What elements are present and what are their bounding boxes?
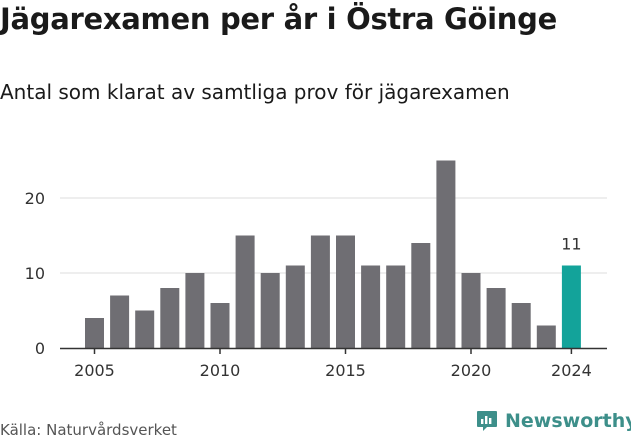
bar-2007 xyxy=(135,310,155,348)
brand-name: Newsworthy xyxy=(505,410,631,432)
bar-2022 xyxy=(511,303,531,348)
x-tick-label: 2010 xyxy=(200,361,241,380)
bar-chart: 0 10 20 11 2005 2010 2015 2020 2024 xyxy=(25,160,607,380)
y-tick-label: 0 xyxy=(35,339,45,358)
bar-2017 xyxy=(386,265,406,348)
bar-2015 xyxy=(336,235,355,348)
bar-2008 xyxy=(160,288,180,348)
bar-2005 xyxy=(85,318,104,348)
bar-2019 xyxy=(436,160,456,348)
y-tick-label: 20 xyxy=(25,189,45,208)
bar-2023 xyxy=(536,325,556,348)
x-tick-label: 2020 xyxy=(451,361,492,380)
bar-2021 xyxy=(486,288,506,348)
bar-2011 xyxy=(235,235,255,348)
chart-subtitle: Antal som klarat av samtliga prov för jä… xyxy=(0,80,510,104)
newsworthy-brand: Newsworthy xyxy=(475,409,631,433)
x-tick-label: 2024 xyxy=(551,361,592,380)
bar-2009 xyxy=(185,273,205,348)
x-tick-label: 2015 xyxy=(325,361,366,380)
bar-2024 xyxy=(561,265,581,348)
bar-2010 xyxy=(210,303,230,348)
newsworthy-logo-icon xyxy=(477,411,497,431)
bar-2020 xyxy=(461,273,481,348)
bar-2012 xyxy=(260,273,280,348)
source-note: Källa: Naturvårdsverket xyxy=(0,421,177,439)
chart-title: Jägarexamen per år i Östra Göinge xyxy=(0,2,557,36)
data-label-2024: 11 xyxy=(561,235,581,254)
y-tick-label: 10 xyxy=(25,264,45,283)
bar-2018 xyxy=(411,243,431,348)
bar-2006 xyxy=(110,295,130,348)
bar-2014 xyxy=(310,235,330,348)
x-tick-label: 2005 xyxy=(74,361,115,380)
bar-2016 xyxy=(361,265,381,348)
bar-2013 xyxy=(285,265,305,348)
